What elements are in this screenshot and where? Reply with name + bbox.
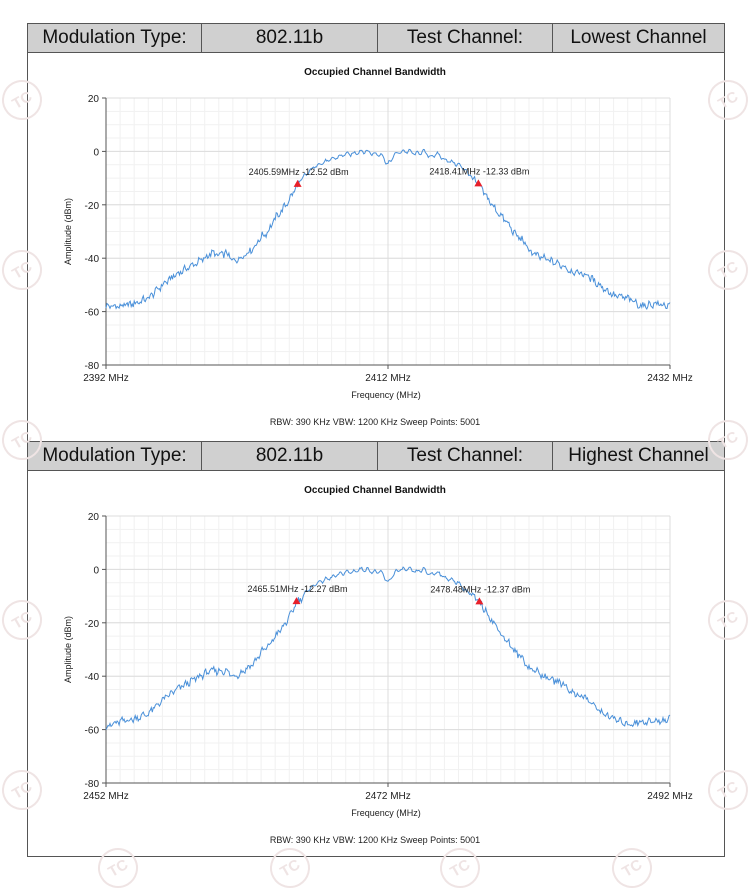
marker-triangle bbox=[475, 597, 484, 605]
y-tick-label: 20 bbox=[88, 512, 100, 523]
chart-panel-lowest: 20 0 -20 -40 -60 -80 2392 MHz 2412 MHz 2432 MHz O… bbox=[28, 53, 724, 439]
marker-label: 2405.59MHz -12.52 dBm bbox=[249, 167, 349, 177]
settings-footer: RBW: 390 KHz VBW: 1200 KHz Sweep Points:… bbox=[270, 417, 480, 427]
y-tick-label: -40 bbox=[85, 254, 100, 265]
test-channel-value: Highest Channel bbox=[568, 445, 709, 466]
x-axis-label: Frequency (MHz) bbox=[351, 808, 421, 818]
y-tick-label: -60 bbox=[85, 726, 100, 737]
marker-label: 2478.48MHz -12.37 dBm bbox=[430, 584, 530, 594]
x-tick-label: 2492 MHz bbox=[647, 791, 693, 802]
chart-title: Occupied Channel Bandwidth bbox=[304, 485, 446, 496]
modulation-type-label: Modulation Type: bbox=[28, 442, 202, 470]
chart-panel-highest: 20 0 -20 -40 -60 -80 2452 MHz 2472 MHz 2492 MHz O… bbox=[28, 471, 724, 857]
marker-triangle bbox=[293, 179, 302, 187]
y-tick-label: -60 bbox=[85, 308, 100, 319]
x-tick-label: 2412 MHz bbox=[365, 373, 411, 384]
modulation-type-label: Modulation Type: bbox=[28, 24, 202, 52]
y-tick-label: -20 bbox=[85, 201, 100, 212]
y-tick-label: 20 bbox=[88, 94, 100, 105]
y-axis-label: Amplitude (dBm) bbox=[63, 616, 73, 683]
y-tick-label: 0 bbox=[93, 565, 99, 576]
settings-footer: RBW: 390 KHz VBW: 1200 KHz Sweep Points:… bbox=[270, 835, 480, 845]
x-axis-label: Frequency (MHz) bbox=[351, 390, 421, 400]
header-row-lowest: Modulation Type: 802.11b Test Channel: L… bbox=[27, 23, 725, 53]
y-tick-label: -20 bbox=[85, 619, 100, 630]
x-tick-label: 2432 MHz bbox=[647, 373, 693, 384]
spectrum-trace bbox=[105, 566, 671, 730]
x-tick-label: 2392 MHz bbox=[83, 373, 129, 384]
y-tick-label: -80 bbox=[85, 779, 100, 790]
marker-triangle bbox=[474, 179, 483, 187]
y-tick-label: -40 bbox=[85, 672, 100, 683]
test-channel-label: Test Channel: bbox=[378, 24, 553, 52]
test-channel-label: Test Channel: bbox=[378, 442, 553, 470]
marker-label: 2465.51MHz -12.27 dBm bbox=[247, 584, 347, 594]
y-tick-label: -80 bbox=[85, 361, 100, 372]
header-row-highest: Modulation Type: 802.11b Test Channel: H… bbox=[27, 441, 725, 471]
marker-label: 2418.41MHz -12.33 dBm bbox=[429, 166, 529, 176]
y-axis-label: Amplitude (dBm) bbox=[63, 198, 73, 265]
chart-title: Occupied Channel Bandwidth bbox=[304, 67, 446, 78]
y-tick-label: 0 bbox=[93, 147, 99, 158]
marker-triangle bbox=[292, 597, 301, 605]
spectrum-trace bbox=[105, 148, 671, 311]
modulation-type-value: 802.11b bbox=[202, 24, 378, 52]
modulation-type-value: 802.11b bbox=[202, 442, 378, 470]
x-tick-label: 2472 MHz bbox=[365, 791, 411, 802]
test-channel-value: Lowest Channel bbox=[570, 27, 707, 48]
x-tick-label: 2452 MHz bbox=[83, 791, 129, 802]
